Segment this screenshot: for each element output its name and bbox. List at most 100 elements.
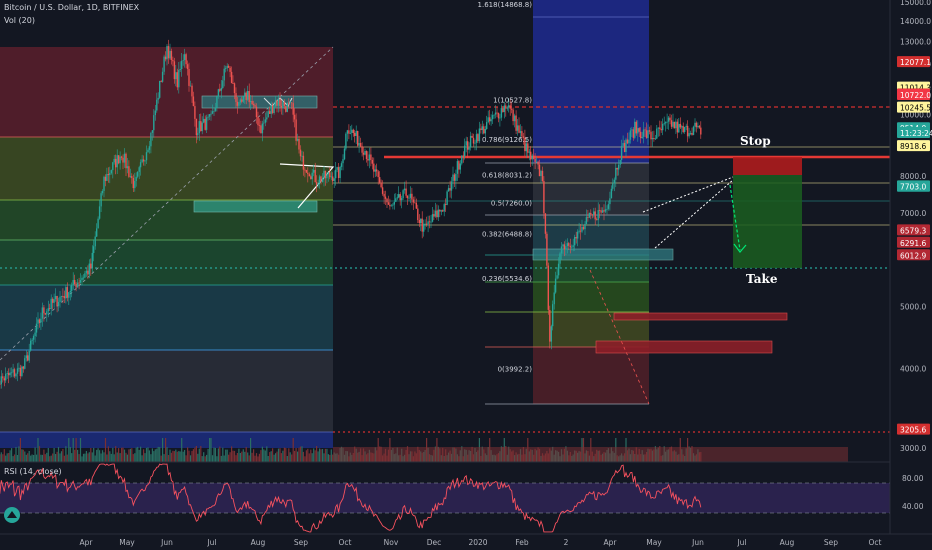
projection-arrow bbox=[729, 184, 741, 251]
volume-bar bbox=[169, 449, 171, 462]
candle bbox=[434, 202, 437, 218]
take-annotation: Take bbox=[746, 272, 778, 286]
candle bbox=[516, 119, 519, 136]
candle bbox=[610, 185, 613, 199]
candle bbox=[502, 106, 504, 113]
candle bbox=[220, 80, 222, 99]
candle bbox=[271, 102, 274, 115]
candle bbox=[308, 172, 310, 177]
candle bbox=[386, 198, 388, 208]
candle bbox=[235, 87, 237, 108]
candle bbox=[554, 271, 557, 294]
candle bbox=[242, 95, 244, 103]
candle bbox=[503, 101, 505, 119]
fib-diagonal bbox=[589, 269, 650, 405]
volume-bar bbox=[116, 452, 118, 462]
candle bbox=[379, 171, 381, 185]
candle bbox=[458, 159, 460, 178]
candle bbox=[601, 207, 604, 213]
price-tick-5: 10000.0 bbox=[900, 110, 931, 119]
price-axis[interactable]: 15000.014000.013000.012000.011000.010000… bbox=[889, 0, 932, 462]
volume-bar bbox=[40, 454, 42, 462]
candle bbox=[626, 132, 629, 145]
volume-bar bbox=[141, 455, 143, 462]
volume-bar bbox=[247, 452, 249, 462]
candle bbox=[582, 225, 585, 231]
candle bbox=[535, 156, 538, 163]
rsi-axis[interactable]: 80.00 40.00 bbox=[889, 462, 924, 534]
candle bbox=[609, 191, 611, 211]
candle bbox=[405, 180, 407, 198]
candle bbox=[569, 238, 571, 254]
fib-label-7: 0(3992.2) bbox=[498, 365, 533, 373]
candle bbox=[229, 66, 231, 78]
volume-bar bbox=[170, 452, 172, 462]
time-tick-9: 2020 bbox=[468, 538, 487, 547]
candle bbox=[0, 380, 1, 389]
volume-bar bbox=[228, 454, 230, 462]
volume-bar bbox=[172, 450, 174, 462]
candle bbox=[522, 132, 525, 145]
candle bbox=[113, 155, 115, 165]
volume-bar bbox=[187, 447, 189, 462]
candle bbox=[222, 75, 224, 90]
volume-bar bbox=[298, 447, 300, 462]
volume-bar bbox=[282, 450, 284, 462]
svg-text:6291.6: 6291.6 bbox=[900, 239, 926, 248]
price-tick-8: 7000.0 bbox=[900, 209, 926, 218]
candle bbox=[69, 285, 71, 301]
candle bbox=[515, 110, 517, 134]
candle bbox=[587, 210, 589, 222]
candle bbox=[688, 127, 690, 139]
time-tick-2: Jun bbox=[160, 538, 173, 547]
candle bbox=[519, 124, 522, 139]
candle bbox=[248, 83, 250, 108]
candle bbox=[172, 56, 174, 67]
time-axis[interactable]: Apr May Jun Jul Aug Sep Oct Nov Dec 2020 Feb 2 Apr Ma… bbox=[0, 533, 932, 547]
candle bbox=[323, 166, 325, 187]
time-tick-10: Feb bbox=[515, 538, 529, 547]
volume-bar bbox=[229, 452, 231, 462]
candle bbox=[208, 114, 211, 120]
candle bbox=[585, 209, 588, 225]
price-candles bbox=[0, 39, 702, 389]
candle bbox=[418, 214, 420, 228]
volume-bar bbox=[11, 448, 13, 462]
candle bbox=[364, 148, 366, 156]
candle bbox=[465, 136, 467, 153]
candle bbox=[546, 231, 548, 269]
candle bbox=[475, 129, 478, 151]
volume-bar bbox=[275, 453, 277, 462]
svg-text:10245.5: 10245.5 bbox=[900, 104, 931, 113]
candle bbox=[232, 75, 234, 84]
volume-bar bbox=[178, 451, 180, 462]
volume-bar bbox=[233, 450, 236, 462]
price-tag-9: 7703.0 bbox=[897, 180, 930, 192]
volume-bar bbox=[286, 456, 288, 462]
candle bbox=[576, 229, 579, 247]
volume-bars bbox=[0, 438, 848, 462]
price-tag-10: 6579.3 bbox=[897, 224, 930, 236]
volume-bar bbox=[77, 449, 79, 462]
candle bbox=[139, 159, 142, 176]
candle bbox=[474, 139, 476, 151]
candle bbox=[116, 149, 118, 174]
candle bbox=[343, 145, 346, 161]
candle bbox=[669, 113, 671, 125]
volume-bar bbox=[270, 451, 272, 462]
candle bbox=[132, 174, 134, 192]
time-tick-12: Apr bbox=[604, 538, 618, 547]
candle bbox=[54, 288, 57, 302]
candle bbox=[59, 291, 61, 308]
candle bbox=[333, 170, 335, 188]
candle bbox=[673, 121, 676, 129]
candle bbox=[318, 174, 321, 189]
candle bbox=[354, 129, 356, 143]
candle bbox=[483, 123, 485, 135]
volume-bar bbox=[250, 438, 252, 462]
volume-bar bbox=[145, 447, 148, 462]
candle bbox=[565, 239, 567, 256]
tradingview-logo-icon[interactable] bbox=[4, 507, 20, 523]
candle bbox=[620, 139, 623, 164]
